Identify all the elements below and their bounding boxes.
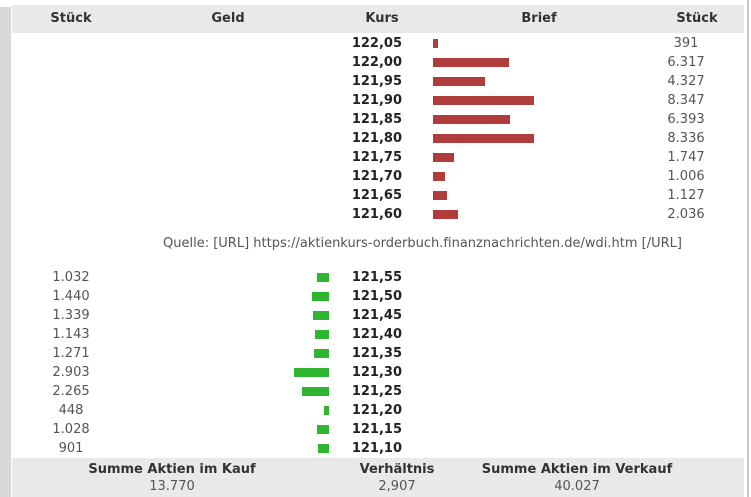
ask-depth-bar	[433, 96, 534, 105]
ask-side-rows: 122,05 391 122,00 6.317 121,95 4.327 121,90 8.3…	[12, 34, 744, 224]
page-right-border	[747, 0, 749, 497]
price-label: 121,40	[351, 327, 402, 342]
price-label: 121,10	[351, 441, 402, 456]
price-label: 121,75	[351, 150, 402, 165]
price-label: 121,15	[351, 422, 402, 437]
price-label: 121,45	[351, 308, 402, 323]
price-label: 122,00	[351, 55, 402, 70]
bid-quantity: 1.143	[52, 327, 90, 342]
price-label: 121,55	[351, 270, 402, 285]
bid-row: 121,25 2.265	[12, 382, 744, 401]
ask-row: 122,00 6.317	[12, 53, 744, 72]
ask-depth-bar	[433, 58, 509, 67]
ask-quantity: 2.036	[667, 207, 705, 222]
ask-row: 121,85 6.393	[12, 110, 744, 129]
bid-row: 121,50 1.440	[12, 287, 744, 306]
price-label: 121,50	[351, 289, 402, 304]
ask-row: 121,95 4.327	[12, 72, 744, 91]
sum-buy-label: Summe Aktien im Kauf	[88, 462, 256, 477]
ask-depth-bar	[433, 39, 438, 48]
ratio-value: 2,907	[378, 479, 416, 494]
bid-side-rows: 121,55 1.032 121,50 1.440 121,45 1.339 121,40 1…	[12, 268, 744, 458]
bid-row: 121,40 1.143	[12, 325, 744, 344]
sum-sell-label: Summe Aktien im Verkauf	[481, 462, 673, 477]
ask-row: 122,05 391	[12, 34, 744, 53]
column-header-stueck-right: Stück	[676, 11, 718, 26]
bid-row: 121,20 448	[12, 401, 744, 420]
ask-depth-bar	[433, 134, 534, 143]
order-book: Stück Geld Kurs Brief Stück 122,05 391 122…	[12, 0, 744, 497]
bid-depth-bar	[318, 444, 329, 453]
ask-quantity: 4.327	[667, 74, 705, 89]
ask-quantity: 8.347	[667, 93, 705, 108]
bid-row: 121,30 2.903	[12, 363, 744, 382]
ask-depth-bar	[433, 115, 510, 124]
page-left-margin	[0, 7, 11, 497]
ask-quantity: 6.393	[667, 112, 705, 127]
ask-depth-bar	[433, 191, 447, 200]
price-label: 121,20	[351, 403, 402, 418]
price-label: 121,60	[351, 207, 402, 222]
ask-quantity: 8.336	[667, 131, 705, 146]
ratio-label: Verhältnis	[359, 462, 435, 477]
price-label: 121,65	[351, 188, 402, 203]
ask-quantity: 6.317	[667, 55, 705, 70]
bid-quantity: 1.440	[52, 289, 90, 304]
bid-quantity: 901	[58, 441, 84, 456]
price-label: 122,05	[351, 36, 402, 51]
bid-quantity: 448	[58, 403, 84, 418]
bid-depth-bar	[313, 311, 329, 320]
bid-quantity: 2.265	[52, 384, 90, 399]
bid-row: 121,45 1.339	[12, 306, 744, 325]
bid-row: 121,35 1.271	[12, 344, 744, 363]
price-label: 121,30	[351, 365, 402, 380]
column-header-kurs: Kurs	[365, 11, 399, 26]
bid-depth-bar	[324, 406, 329, 415]
bid-row: 121,10 901	[12, 439, 744, 458]
bid-quantity: 1.271	[52, 346, 90, 361]
ask-depth-bar	[433, 77, 485, 86]
price-label: 121,25	[351, 384, 402, 399]
sum-buy-value: 13.770	[149, 479, 195, 494]
bid-quantity: 1.032	[52, 270, 90, 285]
ask-quantity: 1.127	[667, 188, 705, 203]
price-label: 121,95	[351, 74, 402, 89]
bid-row: 121,55 1.032	[12, 268, 744, 287]
bid-quantity: 1.339	[52, 308, 90, 323]
column-header-brief: Brief	[521, 11, 557, 26]
price-label: 121,80	[351, 131, 402, 146]
ask-row: 121,75 1.747	[12, 148, 744, 167]
ask-depth-bar	[433, 172, 445, 181]
bid-depth-bar	[317, 273, 329, 282]
price-label: 121,35	[351, 346, 402, 361]
ask-row: 121,60 2.036	[12, 205, 744, 224]
sum-sell-value: 40.027	[554, 479, 600, 494]
ask-row: 121,70 1.006	[12, 167, 744, 186]
column-header-stueck-left: Stück	[50, 11, 92, 26]
price-label: 121,90	[351, 93, 402, 108]
order-book-footer: Summe Aktien im Kauf 13.770 Verhältnis 2…	[12, 458, 744, 497]
price-label: 121,85	[351, 112, 402, 127]
bid-depth-bar	[302, 387, 329, 396]
ask-row: 121,80 8.336	[12, 129, 744, 148]
ask-quantity: 1.747	[667, 150, 705, 165]
ask-depth-bar	[433, 153, 454, 162]
order-book-header: Stück Geld Kurs Brief Stück	[12, 5, 744, 33]
ask-row: 121,90 8.347	[12, 91, 744, 110]
ask-row: 121,65 1.127	[12, 186, 744, 205]
bid-depth-bar	[315, 330, 329, 339]
ask-quantity: 391	[673, 36, 699, 51]
column-header-geld: Geld	[211, 11, 245, 26]
bid-depth-bar	[312, 292, 329, 301]
bid-depth-bar	[314, 349, 329, 358]
bid-depth-bar	[317, 425, 329, 434]
bid-row: 121,15 1.028	[12, 420, 744, 439]
bid-quantity: 1.028	[52, 422, 90, 437]
price-label: 121,70	[351, 169, 402, 184]
bid-quantity: 2.903	[52, 365, 90, 380]
ask-depth-bar	[433, 210, 458, 219]
source-line: Quelle: [URL] https://aktienkurs-orderbu…	[163, 236, 682, 251]
bid-depth-bar	[294, 368, 329, 377]
ask-quantity: 1.006	[667, 169, 705, 184]
